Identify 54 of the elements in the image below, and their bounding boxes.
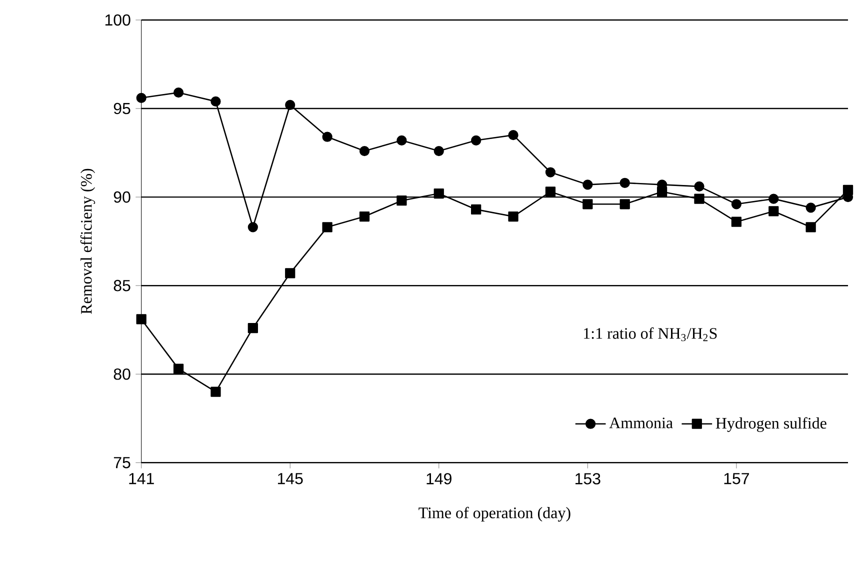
point bbox=[582, 198, 593, 210]
x-axis-title: Time of operation (day) bbox=[418, 506, 570, 522]
point bbox=[694, 194, 704, 204]
point bbox=[322, 132, 332, 142]
y-tick-label: 95 bbox=[114, 102, 130, 114]
point bbox=[285, 100, 296, 110]
point bbox=[396, 195, 407, 206]
point bbox=[136, 314, 146, 324]
x-tick-label: 149 bbox=[426, 472, 452, 484]
point bbox=[806, 202, 816, 213]
point bbox=[582, 179, 593, 190]
point bbox=[471, 204, 482, 214]
point bbox=[731, 198, 742, 210]
point bbox=[136, 92, 146, 103]
point bbox=[694, 181, 704, 192]
point bbox=[768, 206, 779, 216]
point bbox=[434, 188, 444, 198]
point bbox=[620, 178, 630, 188]
point bbox=[842, 184, 854, 195]
x-tick-label: 141 bbox=[129, 472, 154, 484]
annotation: 1:1 ratio of NH$_{3}$/H$_{2}$S bbox=[584, 327, 717, 342]
y-axis-title: Removal efficieny (%) bbox=[80, 168, 96, 314]
y-tick-label: 85 bbox=[114, 280, 130, 292]
point bbox=[434, 146, 444, 156]
point bbox=[173, 87, 184, 98]
x-tick-label: 157 bbox=[724, 472, 749, 484]
point bbox=[248, 222, 258, 232]
point bbox=[508, 211, 518, 222]
point bbox=[359, 211, 370, 222]
point bbox=[656, 186, 668, 197]
x-tick-label: 153 bbox=[576, 472, 600, 484]
y-tick-label: 80 bbox=[114, 368, 130, 380]
legend-label: Ammonia bbox=[609, 417, 673, 428]
point bbox=[545, 167, 556, 178]
point bbox=[359, 146, 370, 156]
y-tick-label: 100 bbox=[105, 14, 130, 26]
point bbox=[768, 194, 779, 204]
point bbox=[396, 135, 407, 146]
point bbox=[508, 130, 518, 140]
point bbox=[173, 364, 184, 374]
y-tick-label: 90 bbox=[114, 191, 130, 203]
point bbox=[731, 216, 742, 227]
y-tick-label: 75 bbox=[114, 456, 130, 468]
point bbox=[322, 222, 332, 232]
point bbox=[210, 96, 221, 106]
point bbox=[285, 268, 296, 278]
point bbox=[620, 198, 630, 210]
point bbox=[248, 322, 258, 333]
legend-label: Hydrogen sulfide bbox=[716, 417, 826, 432]
point bbox=[545, 186, 556, 197]
point bbox=[471, 135, 482, 146]
x-tick-label: 145 bbox=[278, 472, 303, 484]
point bbox=[806, 222, 816, 232]
point bbox=[210, 386, 221, 397]
